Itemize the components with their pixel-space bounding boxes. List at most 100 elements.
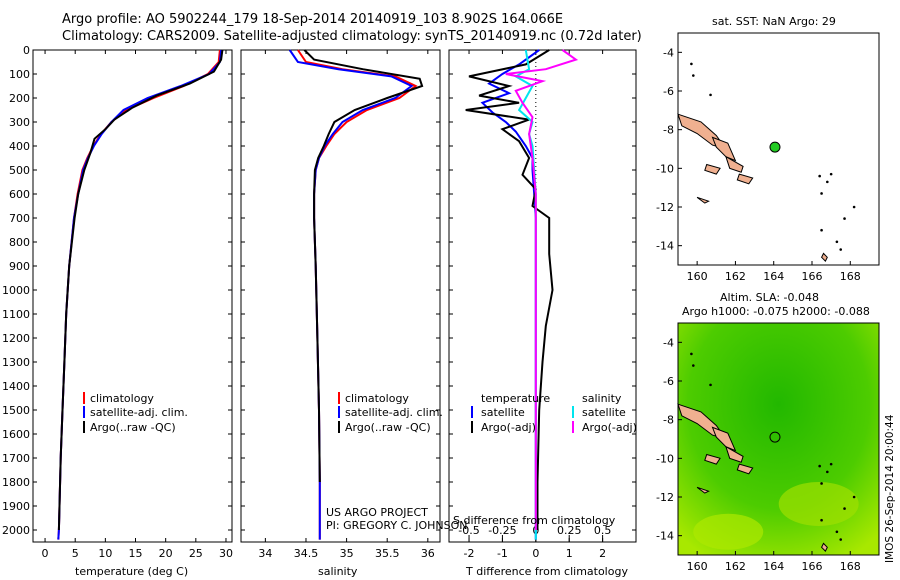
x-tick-label: 2 xyxy=(599,547,606,560)
island xyxy=(704,163,721,175)
top-map: 160 162 164 166 168 -4 -6 -8 -10 -12 -14 xyxy=(656,32,880,283)
salinity-plot: 34 34.5 35 35.5 36 xyxy=(241,49,440,560)
map-x-tick-label: 164 xyxy=(763,270,784,283)
y-tick-label: 1400 xyxy=(2,380,30,393)
x-tick-label: 36 xyxy=(421,547,435,560)
map-frame xyxy=(677,32,880,266)
s-tick-label: 0.5 xyxy=(594,524,612,537)
y-tick-label: 300 xyxy=(9,116,30,129)
map-y-tick-label: -12 xyxy=(656,491,674,504)
figure-title-line1: Argo profile: AO 5902244_179 18-Sep-2014… xyxy=(62,12,563,27)
islet xyxy=(839,538,843,541)
map-y-tick-label: -4 xyxy=(663,336,674,349)
islet xyxy=(690,352,693,356)
x-tick-label: 35 xyxy=(340,547,354,560)
x-tick-label: 35.5 xyxy=(375,547,400,560)
y-tick-label: 2000 xyxy=(2,524,30,537)
legend-label-s-argo: Argo(-adj) xyxy=(582,421,637,434)
island xyxy=(696,196,710,204)
legend-head-salinity: salinity xyxy=(582,392,622,405)
y-tick-label: 1500 xyxy=(2,404,30,417)
map-y-tick-label: -6 xyxy=(663,85,674,98)
s-difference-label: S difference from climatology xyxy=(453,514,616,527)
island xyxy=(820,252,828,262)
island xyxy=(736,463,754,475)
legend-label-t-satellite: satellite xyxy=(481,406,525,419)
island xyxy=(696,486,710,494)
temperature-axis-label: temperature (deg C) xyxy=(75,565,188,578)
islet xyxy=(692,74,695,77)
islet xyxy=(829,462,833,466)
islet xyxy=(820,482,823,485)
islet xyxy=(709,93,712,97)
x-tick-label: 25 xyxy=(189,547,203,560)
figure-title-line2: Climatology: CARS2009. Satellite-adjuste… xyxy=(62,29,642,44)
map-y-tick-label: -14 xyxy=(656,240,674,253)
legend-label-s-satellite: satellite xyxy=(582,406,626,419)
series-line xyxy=(288,49,414,540)
legend-label-argo: Argo(..raw -QC) xyxy=(345,421,431,434)
y-tick-label: 1700 xyxy=(2,452,30,465)
x-tick-label: 0 xyxy=(42,547,49,560)
x-tick-label: 20 xyxy=(159,547,173,560)
islet xyxy=(852,205,856,209)
island xyxy=(711,426,737,452)
legend-label-satellite: satellite-adj. clim. xyxy=(90,406,188,419)
island xyxy=(711,136,737,162)
top-map-title: sat. SST: NaN Argo: 29 xyxy=(712,15,836,28)
islet xyxy=(839,248,843,251)
map-x-tick-label: 160 xyxy=(687,560,708,573)
y-tick-label: 800 xyxy=(9,236,30,249)
y-tick-label: 600 xyxy=(9,188,30,201)
islet xyxy=(690,62,693,66)
map-y-tick-label: -10 xyxy=(656,452,674,465)
project-label: US ARGO PROJECT xyxy=(326,506,428,519)
x-tick-label: -2 xyxy=(464,547,475,560)
pi-label: PI: GREGORY C. JOHNSON xyxy=(326,519,467,532)
legend-label-climatology: climatology xyxy=(345,392,409,405)
y-tick-label: 0 xyxy=(23,44,30,57)
island xyxy=(704,453,721,465)
y-tick-label: 1900 xyxy=(2,500,30,513)
y-tick-label: 500 xyxy=(9,164,30,177)
y-tick-label: 700 xyxy=(9,212,30,225)
s-tick-label: -0.25 xyxy=(488,524,516,537)
x-tick-label: 5 xyxy=(72,547,79,560)
islet xyxy=(818,174,821,178)
islet xyxy=(709,383,712,387)
island xyxy=(736,173,754,185)
legend-label-satellite: satellite-adj. clim. xyxy=(345,406,443,419)
islet xyxy=(820,518,823,522)
salinity-panel-frame xyxy=(240,49,441,543)
series-line xyxy=(57,49,224,531)
y-tick-label: 1800 xyxy=(2,476,30,489)
s-tick-label: -0.5 xyxy=(458,524,479,537)
series-line xyxy=(505,49,579,530)
y-tick-label: 1200 xyxy=(2,332,30,345)
islet xyxy=(820,228,823,232)
islet xyxy=(835,530,839,534)
salinity-axis-label: salinity xyxy=(318,565,358,578)
x-tick-label: 34.5 xyxy=(294,547,319,560)
argo-marker xyxy=(769,141,781,153)
series-line xyxy=(57,49,223,540)
islet xyxy=(843,507,846,510)
x-tick-label: -1 xyxy=(497,547,508,560)
map-x-tick-label: 168 xyxy=(840,270,861,283)
y-tick-label: 1300 xyxy=(2,356,30,369)
bottom-map: 160 162 164 166 168 -4 -6 -8 -10 -12 -14 xyxy=(656,322,880,573)
x-tick-label: 34 xyxy=(258,547,272,560)
map-y-tick-label: -6 xyxy=(663,375,674,388)
islet xyxy=(692,364,695,367)
series-line xyxy=(57,49,221,540)
pressure-axis: 0 100 200 300 400 500 600 700 800 900 1000 1100 1200… xyxy=(2,44,30,537)
y-tick-label: 400 xyxy=(9,140,30,153)
island xyxy=(820,542,828,552)
map-x-tick-label: 162 xyxy=(725,270,746,283)
argo-marker xyxy=(769,431,781,443)
map-x-tick-label: 164 xyxy=(763,560,784,573)
y-tick-label: 900 xyxy=(9,260,30,273)
islet xyxy=(829,172,833,176)
